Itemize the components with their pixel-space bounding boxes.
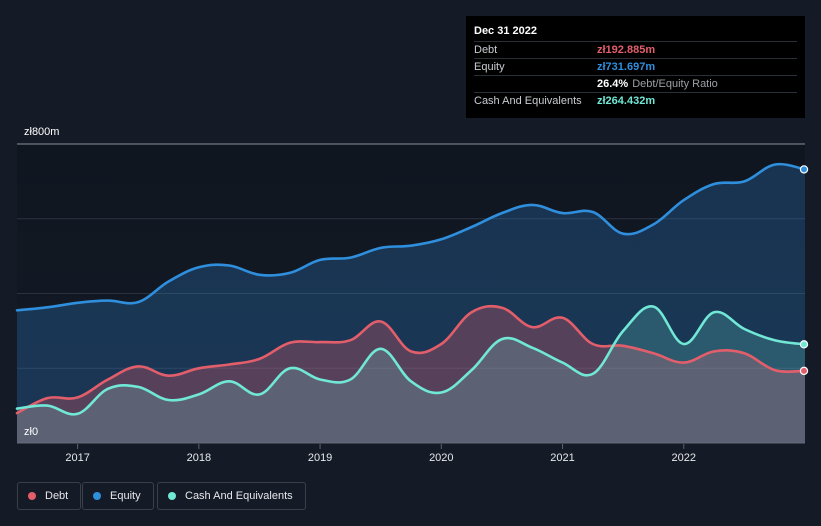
x-axis: 2017 2018 2019 2020 2021 2022 bbox=[65, 444, 696, 464]
legend-cash-label: Cash And Equivalents bbox=[185, 490, 293, 502]
legend-cash[interactable]: Cash And Equivalents bbox=[157, 482, 306, 510]
x-tick-label-2020: 2020 bbox=[429, 452, 453, 464]
series-lines bbox=[15, 162, 807, 416]
x-tick-label-2018: 2018 bbox=[187, 452, 211, 464]
legend-cash-dot bbox=[168, 492, 176, 500]
cash-and-equivalents-area bbox=[17, 306, 805, 443]
tooltip-row-debt: Debt zł192.885m bbox=[474, 41, 797, 58]
x-tick-label-2022: 2022 bbox=[672, 452, 696, 464]
equity-area bbox=[17, 164, 805, 443]
tooltip-label-debt: Debt bbox=[474, 44, 498, 56]
x-tick-label-2019: 2019 bbox=[308, 452, 332, 464]
y-axis-min-label: zł0 bbox=[24, 426, 39, 438]
tooltip-value-ratio: 26.4% bbox=[597, 78, 629, 90]
x-tick-label-2017: 2017 bbox=[65, 452, 89, 464]
cash-and-equivalents-endpoint bbox=[799, 340, 809, 349]
legend-equity-dot bbox=[93, 492, 101, 500]
legend-debt-dot bbox=[28, 492, 36, 500]
legend-equity[interactable]: Equity bbox=[82, 482, 154, 510]
y-axis-max-label: zł800m bbox=[24, 126, 60, 138]
equity-line bbox=[15, 162, 807, 312]
tooltip-row-ratio: 26.4% Debt/Equity Ratio bbox=[474, 75, 797, 92]
tooltip-row-equity: Equity zł731.697m bbox=[474, 58, 797, 75]
tooltip-ratio-caption: Debt/Equity Ratio bbox=[632, 78, 718, 90]
tooltip-value-equity: zł731.697m bbox=[597, 61, 656, 73]
equity-endpoint bbox=[799, 165, 809, 174]
tooltip-value-debt: zł192.885m bbox=[597, 44, 656, 56]
debt-line bbox=[15, 304, 807, 415]
x-tick-label-2021: 2021 bbox=[550, 452, 574, 464]
cash-and-equivalents-line bbox=[15, 305, 807, 416]
legend-debt-label: Debt bbox=[45, 490, 69, 502]
tooltip-value-cash: zł264.432m bbox=[597, 95, 656, 107]
tooltip-panel: Dec 31 2022 Debt zł192.885m Equity zł731… bbox=[466, 16, 805, 118]
legend-debt[interactable]: Debt bbox=[17, 482, 82, 510]
debt-area bbox=[17, 306, 805, 443]
tooltip-label-equity: Equity bbox=[474, 61, 505, 73]
series-endpoints bbox=[799, 165, 809, 376]
tooltip-label-cash: Cash And Equivalents bbox=[474, 95, 582, 107]
series-areas bbox=[17, 164, 805, 443]
debt-endpoint bbox=[799, 366, 809, 376]
gridlines bbox=[17, 143, 805, 444]
tooltip-date: Dec 31 2022 bbox=[474, 25, 537, 37]
tooltip-row-cash: Cash And Equivalents zł264.432m bbox=[474, 92, 797, 109]
legend-equity-label: Equity bbox=[110, 490, 141, 502]
